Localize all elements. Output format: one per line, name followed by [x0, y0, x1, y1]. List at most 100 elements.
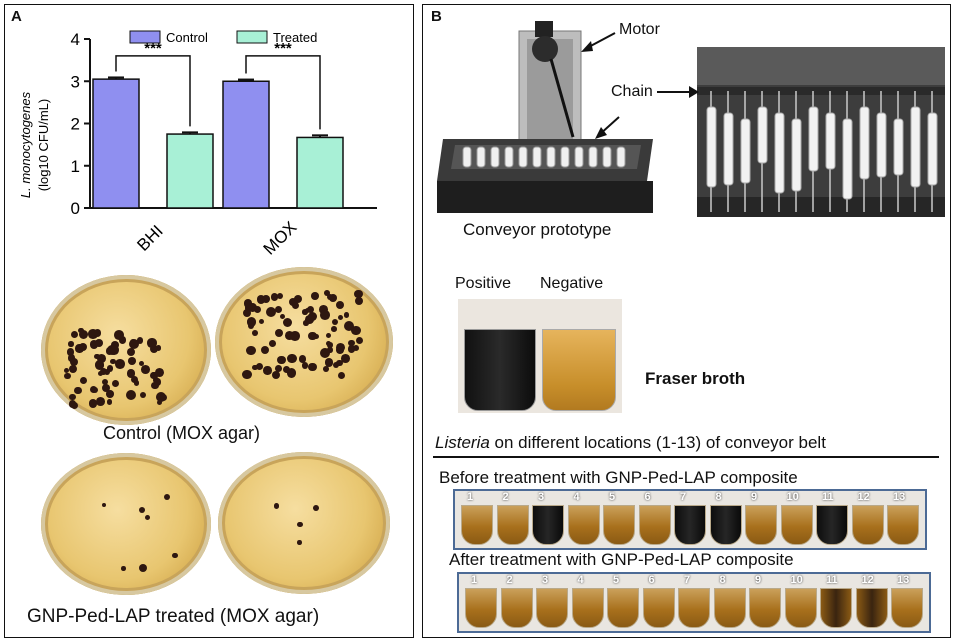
colony [336, 359, 344, 367]
colony [337, 371, 345, 379]
treated-caption: GNP-Ped-LAP treated (MOX agar) [27, 606, 320, 627]
colony [138, 361, 144, 367]
after-caption: After treatment with GNP-Ped-LAP composi… [449, 550, 794, 569]
tube-number-label: 3 [542, 574, 549, 586]
colony [275, 306, 283, 314]
colony [151, 381, 159, 389]
colony [97, 353, 107, 363]
chain-roller [893, 118, 904, 176]
motor-label: Motor [619, 21, 660, 38]
colony [269, 340, 277, 348]
colony [102, 384, 111, 393]
colony [242, 308, 252, 318]
colony [126, 369, 136, 378]
colony [347, 339, 355, 347]
colony [287, 354, 297, 364]
colony [331, 326, 337, 332]
tube-number-label: 11 [822, 491, 834, 503]
colony [99, 367, 108, 376]
after-tube-row: 1 2 3 4 5 6 7 8 9 10 11 12 13 [457, 572, 931, 633]
chain-arrow-icon [657, 86, 699, 98]
tube-8 [709, 505, 742, 545]
motor-arrow-icon [581, 32, 616, 52]
y-tick-label: 1 [71, 157, 80, 176]
listeria-title-rest: on different locations (1-13) of conveyo… [489, 433, 826, 452]
roller [602, 146, 612, 168]
negative-label: Negative [540, 275, 604, 292]
chain-roller [706, 106, 717, 188]
colony [263, 366, 272, 375]
colony [93, 329, 102, 337]
colony [322, 366, 329, 372]
tube-7 [678, 588, 710, 628]
roller [462, 146, 472, 168]
bar-control-mox [222, 80, 270, 209]
colony [138, 506, 146, 514]
control-plate-2 [215, 267, 393, 417]
colony [101, 502, 107, 508]
positive-label: Positive [455, 275, 512, 292]
tube-number-label: 2 [506, 574, 513, 586]
tube-1 [465, 588, 497, 628]
colony [150, 371, 158, 379]
colony [329, 294, 337, 302]
before-tube-row: 1 2 3 4 5 6 7 8 9 10 11 12 13 [453, 489, 927, 550]
colony [347, 345, 356, 353]
legend-swatch [236, 30, 268, 44]
colony [109, 345, 119, 355]
colony [275, 365, 282, 373]
colony [338, 314, 344, 321]
chain-roller [876, 112, 887, 178]
colony [106, 399, 113, 405]
legend-label: Treated [273, 30, 317, 45]
colony [343, 321, 354, 332]
colony [90, 340, 99, 349]
colony [138, 564, 147, 573]
colony [303, 320, 309, 326]
tube-number-label: 5 [613, 574, 620, 586]
significance-bracket [245, 55, 321, 130]
tube-7 [674, 505, 706, 545]
colony [351, 325, 361, 336]
colony [271, 370, 280, 379]
tube-number-label: 10 [786, 491, 799, 503]
y-tick-label: 2 [71, 115, 80, 134]
colony [147, 338, 157, 348]
colony [128, 339, 139, 349]
y-axis-label-line1: L. monocytogenes [18, 91, 33, 198]
roller [476, 146, 486, 168]
tube-4 [567, 505, 600, 545]
colony [63, 367, 69, 374]
roller [518, 146, 528, 168]
tube-number-label: 9 [755, 574, 762, 586]
colony [286, 368, 297, 378]
panel-letter-b: B [431, 8, 442, 25]
tube-number-label: 13 [897, 574, 910, 586]
colony [285, 330, 295, 340]
tube-number-label: 8 [719, 574, 726, 586]
colony [307, 311, 317, 321]
colony [78, 330, 88, 340]
tube-6 [638, 505, 671, 545]
chain-roller [825, 112, 836, 170]
colony [80, 376, 88, 384]
colony [164, 494, 171, 501]
chain-roller [859, 106, 870, 180]
tube-5 [603, 505, 635, 545]
tube-8 [713, 588, 746, 628]
colony [324, 289, 330, 296]
roller [546, 146, 556, 168]
colony [262, 295, 271, 304]
colony [291, 302, 299, 310]
treated-plate-1 [41, 453, 211, 595]
roller [574, 146, 584, 168]
chain-roller [808, 106, 819, 172]
colony [137, 337, 144, 344]
colony [274, 329, 283, 338]
tube-number-label: 5 [609, 491, 616, 503]
colony [160, 393, 168, 402]
colony [332, 361, 340, 369]
colony [312, 504, 319, 511]
colony [353, 344, 360, 351]
bar-chart: L. monocytogenes (log10 CFU/mL) 0 1 2 3 4 ***… [18, 30, 377, 255]
